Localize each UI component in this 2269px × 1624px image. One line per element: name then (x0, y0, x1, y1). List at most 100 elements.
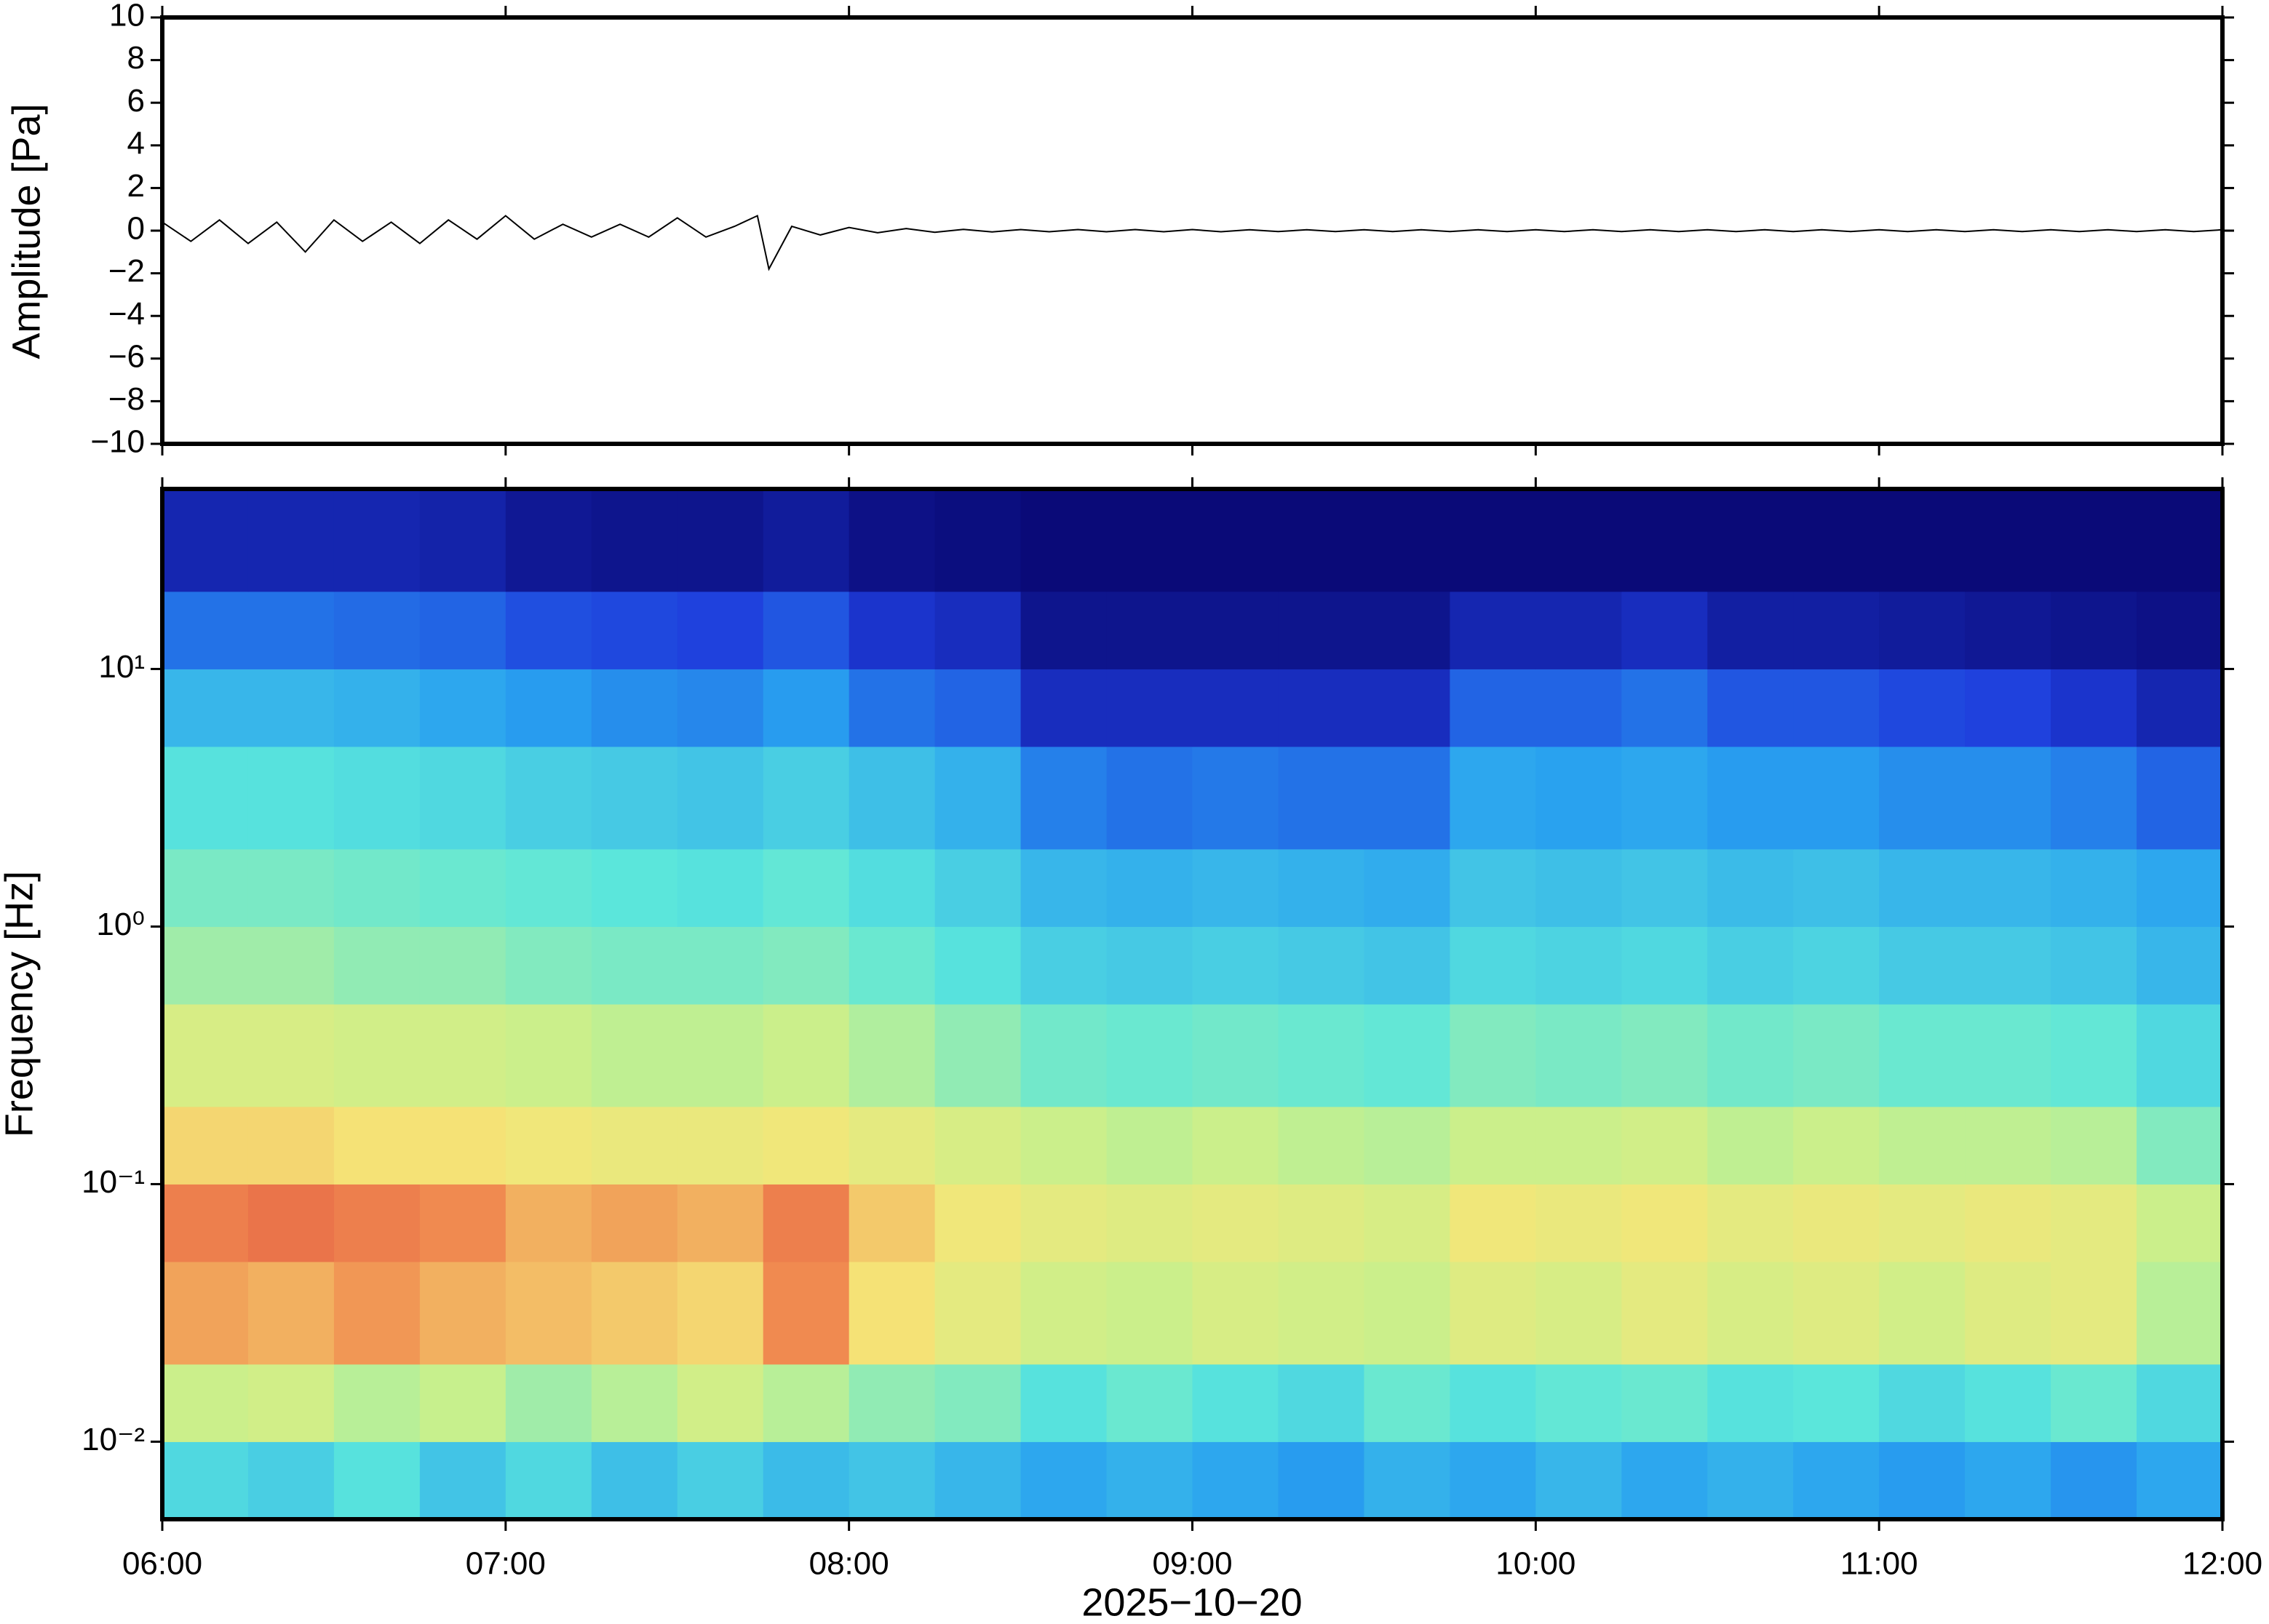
spectrogram-cell (2051, 848, 2137, 927)
spectrogram-cell (2051, 669, 2137, 747)
spectrogram-cell (763, 1004, 850, 1107)
spectrogram-cell (1535, 1364, 1622, 1442)
spectrogram-cell (419, 848, 506, 927)
spectrogram-cell (677, 926, 764, 1005)
spectrogram-cell (1364, 489, 1450, 592)
spectrogram-cell (2051, 591, 2137, 669)
spectrogram-cell (1793, 1004, 1880, 1107)
spectrogram-cell (1106, 489, 1193, 592)
spectrogram-cell (1879, 489, 1966, 592)
spectrogram-cell (1192, 489, 1279, 592)
spectrogram-cell (1278, 1184, 1364, 1262)
spectrogram-cell (1192, 1184, 1279, 1262)
spectrogram-cell (505, 669, 592, 747)
spectrogram-cell (1707, 1184, 1794, 1262)
spectrogram-cell (1793, 1441, 1880, 1520)
spectrogram-cell (677, 1441, 764, 1520)
spectrogram-cell (162, 489, 249, 592)
y-tick-label: 10 (109, 0, 145, 33)
spectrogram-cell (1278, 848, 1364, 927)
spectrogram-cell (1020, 1441, 1108, 1520)
spectrogram-cell (419, 489, 506, 592)
spectrogram-cell (591, 1004, 678, 1107)
spectrogram-cell (1965, 1441, 2051, 1520)
spectrogram-cell (1278, 1364, 1364, 1442)
spectrogram-cell (1450, 489, 1536, 592)
spectrogram-cell (2137, 1262, 2223, 1365)
spectrogram-cell (1621, 926, 1708, 1005)
spectrogram-cell (2137, 848, 2223, 927)
spectrogram-cell (1364, 1262, 1450, 1365)
spectrogram-cell (505, 1106, 592, 1185)
spectrogram-cell (1364, 848, 1450, 927)
spectrogram-cell (1621, 489, 1708, 592)
spectrogram-cell (1278, 1441, 1364, 1520)
spectrogram-cell (849, 591, 936, 669)
spectrogram-cell (1106, 1364, 1193, 1442)
spectrogram-cell (1621, 669, 1708, 747)
spectrogram-cell (1965, 1004, 2051, 1107)
spectrogram-cell (849, 926, 936, 1005)
spectrogram-cell (1621, 1184, 1708, 1262)
spectrogram-cell (1707, 489, 1794, 592)
spectrogram-cell (1535, 591, 1622, 669)
x-tick-label: 08:00 (809, 1546, 889, 1582)
spectrogram-cell (591, 1441, 678, 1520)
spectrogram-cell (1364, 926, 1450, 1005)
y-tick-label: 2 (127, 168, 145, 204)
spectrogram-cell (934, 1106, 1022, 1185)
spectrogram-cell (1965, 848, 2051, 927)
spectrogram-cell (849, 1441, 936, 1520)
spectrogram-cell (1364, 1106, 1450, 1185)
waveform (162, 215, 2223, 271)
spectrogram-cell (591, 1184, 678, 1262)
spectrogram-cell (1020, 1262, 1108, 1365)
spectrogram-cell (1106, 1262, 1193, 1365)
spectrogram-cell (333, 1184, 421, 1262)
spectrogram-cell (1364, 1004, 1450, 1107)
spectrogram-cell (1621, 848, 1708, 927)
spectrogram-cell (763, 1184, 850, 1262)
spectrogram-cell (1793, 747, 1880, 850)
spectrogram-cell (1106, 669, 1193, 747)
spectrogram-cell (2051, 1262, 2137, 1365)
spectrogram-cell (505, 1262, 592, 1365)
spectrogram-cell (333, 591, 421, 669)
spectrogram-cell (2137, 926, 2223, 1005)
spectrogram-cell (1707, 669, 1794, 747)
y-tick-label: 0 (127, 211, 145, 247)
spectrogram-cell (591, 669, 678, 747)
spectrogram-cell (1793, 669, 1880, 747)
spectrogram-cell (1879, 669, 1966, 747)
spectrogram-cell (419, 669, 506, 747)
spectrogram-cell (2051, 1184, 2137, 1262)
spectrogram-cell (591, 1262, 678, 1365)
spectrogram-cell (333, 669, 421, 747)
spectrogram-cell (1106, 1184, 1193, 1262)
spectrogram-cell (1106, 1441, 1193, 1520)
spectrogram-cell (1965, 591, 2051, 669)
spectrogram-cell (1278, 1262, 1364, 1365)
spectrogram-cell (1364, 591, 1450, 669)
spectrogram-cell (1965, 1262, 2051, 1365)
spectrogram-cell (2137, 591, 2223, 669)
spectrogram-cell (1106, 926, 1193, 1005)
spectrogram-cell (934, 489, 1022, 592)
spectrogram-cell (1621, 1004, 1708, 1107)
spectrogram-cell (1535, 848, 1622, 927)
spectrogram-cell (1192, 848, 1279, 927)
spectrogram-cell (1450, 1184, 1536, 1262)
spectrogram-cell (1707, 1441, 1794, 1520)
y-tick-label: 6 (127, 83, 145, 119)
spectrogram-cell (1621, 1262, 1708, 1365)
spectrogram-cell (591, 1106, 678, 1185)
spectrogram-cell (333, 1364, 421, 1442)
spectrogram-cell (1793, 1364, 1880, 1442)
spectrogram-cell (1965, 747, 2051, 850)
spectrogram-cell (333, 1441, 421, 1520)
spectrogram-cell (677, 1106, 764, 1185)
x-tick-label: 10:00 (1495, 1546, 1575, 1582)
spectrogram-cell (1535, 1441, 1622, 1520)
spectrogram-cell (2137, 489, 2223, 592)
spectrogram-cell (505, 926, 592, 1005)
